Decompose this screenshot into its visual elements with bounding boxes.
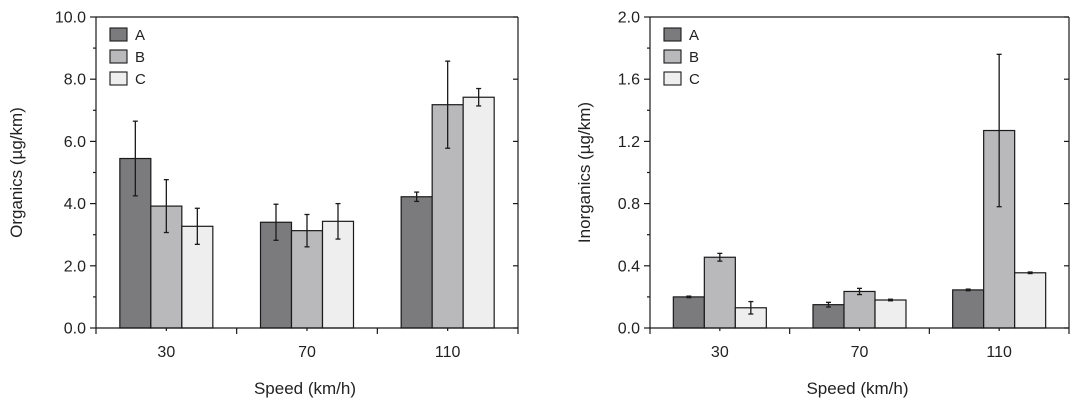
error-bar-a-30 xyxy=(686,295,692,299)
y-tick-label: 1.6 xyxy=(618,72,640,89)
legend-swatch-a xyxy=(663,27,682,42)
y-tick-label: 0.0 xyxy=(64,321,86,338)
x-tick-label: 30 xyxy=(711,344,729,361)
error-bar-c-110 xyxy=(1027,271,1033,275)
error-bar-c-30 xyxy=(194,207,200,245)
error-bar-b-30 xyxy=(717,252,723,262)
legend-swatch-b xyxy=(663,49,682,64)
x-tick-label: 70 xyxy=(298,344,316,361)
y-tick-label: 4.0 xyxy=(64,196,86,213)
x-tick-label: 110 xyxy=(986,344,1012,361)
y-tick-label: 8.0 xyxy=(64,72,86,89)
error-bar-b-30 xyxy=(163,179,169,234)
error-bar-b-70 xyxy=(857,287,862,296)
error-bar-a-30 xyxy=(132,120,138,197)
y-axis-title: Organics (µg/km) xyxy=(7,107,26,238)
error-bar-c-30 xyxy=(748,300,754,315)
x-axis-title: Speed (km/h) xyxy=(806,379,908,398)
bar-c-70 xyxy=(874,299,907,329)
chart-0: 0.0 2.0 4.0 6.0 8.0 10.0 30 70 110 Speed (km/h) Or… xyxy=(7,10,519,398)
legend-label-b: B xyxy=(135,49,145,66)
error-bar-c-70 xyxy=(888,298,893,302)
bar-a-30 xyxy=(672,296,705,329)
error-bar-c-70 xyxy=(335,202,341,240)
y-tick-label: 6.0 xyxy=(64,134,86,151)
legend-swatch-c xyxy=(663,71,682,86)
bar-b-70 xyxy=(843,290,876,329)
bar-a-110 xyxy=(952,289,985,329)
y-tick-label: 2.0 xyxy=(64,258,86,275)
y-axis-title: Inorganics (µg/km) xyxy=(575,102,594,243)
legend: ABC xyxy=(109,27,146,88)
x-tick-label: 30 xyxy=(157,344,175,361)
error-bar-a-70 xyxy=(273,203,279,241)
legend-label-b: B xyxy=(689,49,699,66)
bar-b-30 xyxy=(703,256,736,329)
legend-swatch-b xyxy=(109,49,128,64)
y-tick-label: 0.8 xyxy=(618,196,640,213)
legend-label-c: C xyxy=(689,71,700,88)
x-tick-label: 110 xyxy=(435,344,461,361)
legend-label-a: A xyxy=(135,27,145,44)
error-bar-a-110 xyxy=(965,288,971,292)
x-axis-title: Speed (km/h) xyxy=(254,379,356,398)
error-bar-a-70 xyxy=(826,301,831,308)
legend-label-c: C xyxy=(135,71,146,88)
error-bar-b-70 xyxy=(304,213,310,248)
error-bar-b-110 xyxy=(445,60,451,149)
error-bar-b-110 xyxy=(996,53,1002,208)
bar-c-110 xyxy=(462,96,495,329)
y-tick-label: 0.4 xyxy=(618,258,640,275)
bar-a-70 xyxy=(812,304,845,329)
error-bar-c-110 xyxy=(476,87,482,107)
chart-1: 0.0 0.4 0.8 1.2 1.6 2.0 30 70 110 Speed (km/h) Ino… xyxy=(575,10,1070,398)
bar-c-110 xyxy=(1014,272,1047,329)
y-tick-label: 1.2 xyxy=(618,134,640,151)
legend-label-a: A xyxy=(689,27,699,44)
legend-swatch-a xyxy=(109,27,128,42)
error-bar-a-110 xyxy=(414,191,420,203)
y-tick-label: 0.0 xyxy=(618,321,640,338)
y-tick-label: 2.0 xyxy=(618,10,640,27)
x-tick-label: 70 xyxy=(851,344,869,361)
bar-a-110 xyxy=(400,196,433,329)
y-tick-label: 10.0 xyxy=(55,10,86,27)
legend-swatch-c xyxy=(109,71,128,86)
legend: ABC xyxy=(663,27,700,88)
